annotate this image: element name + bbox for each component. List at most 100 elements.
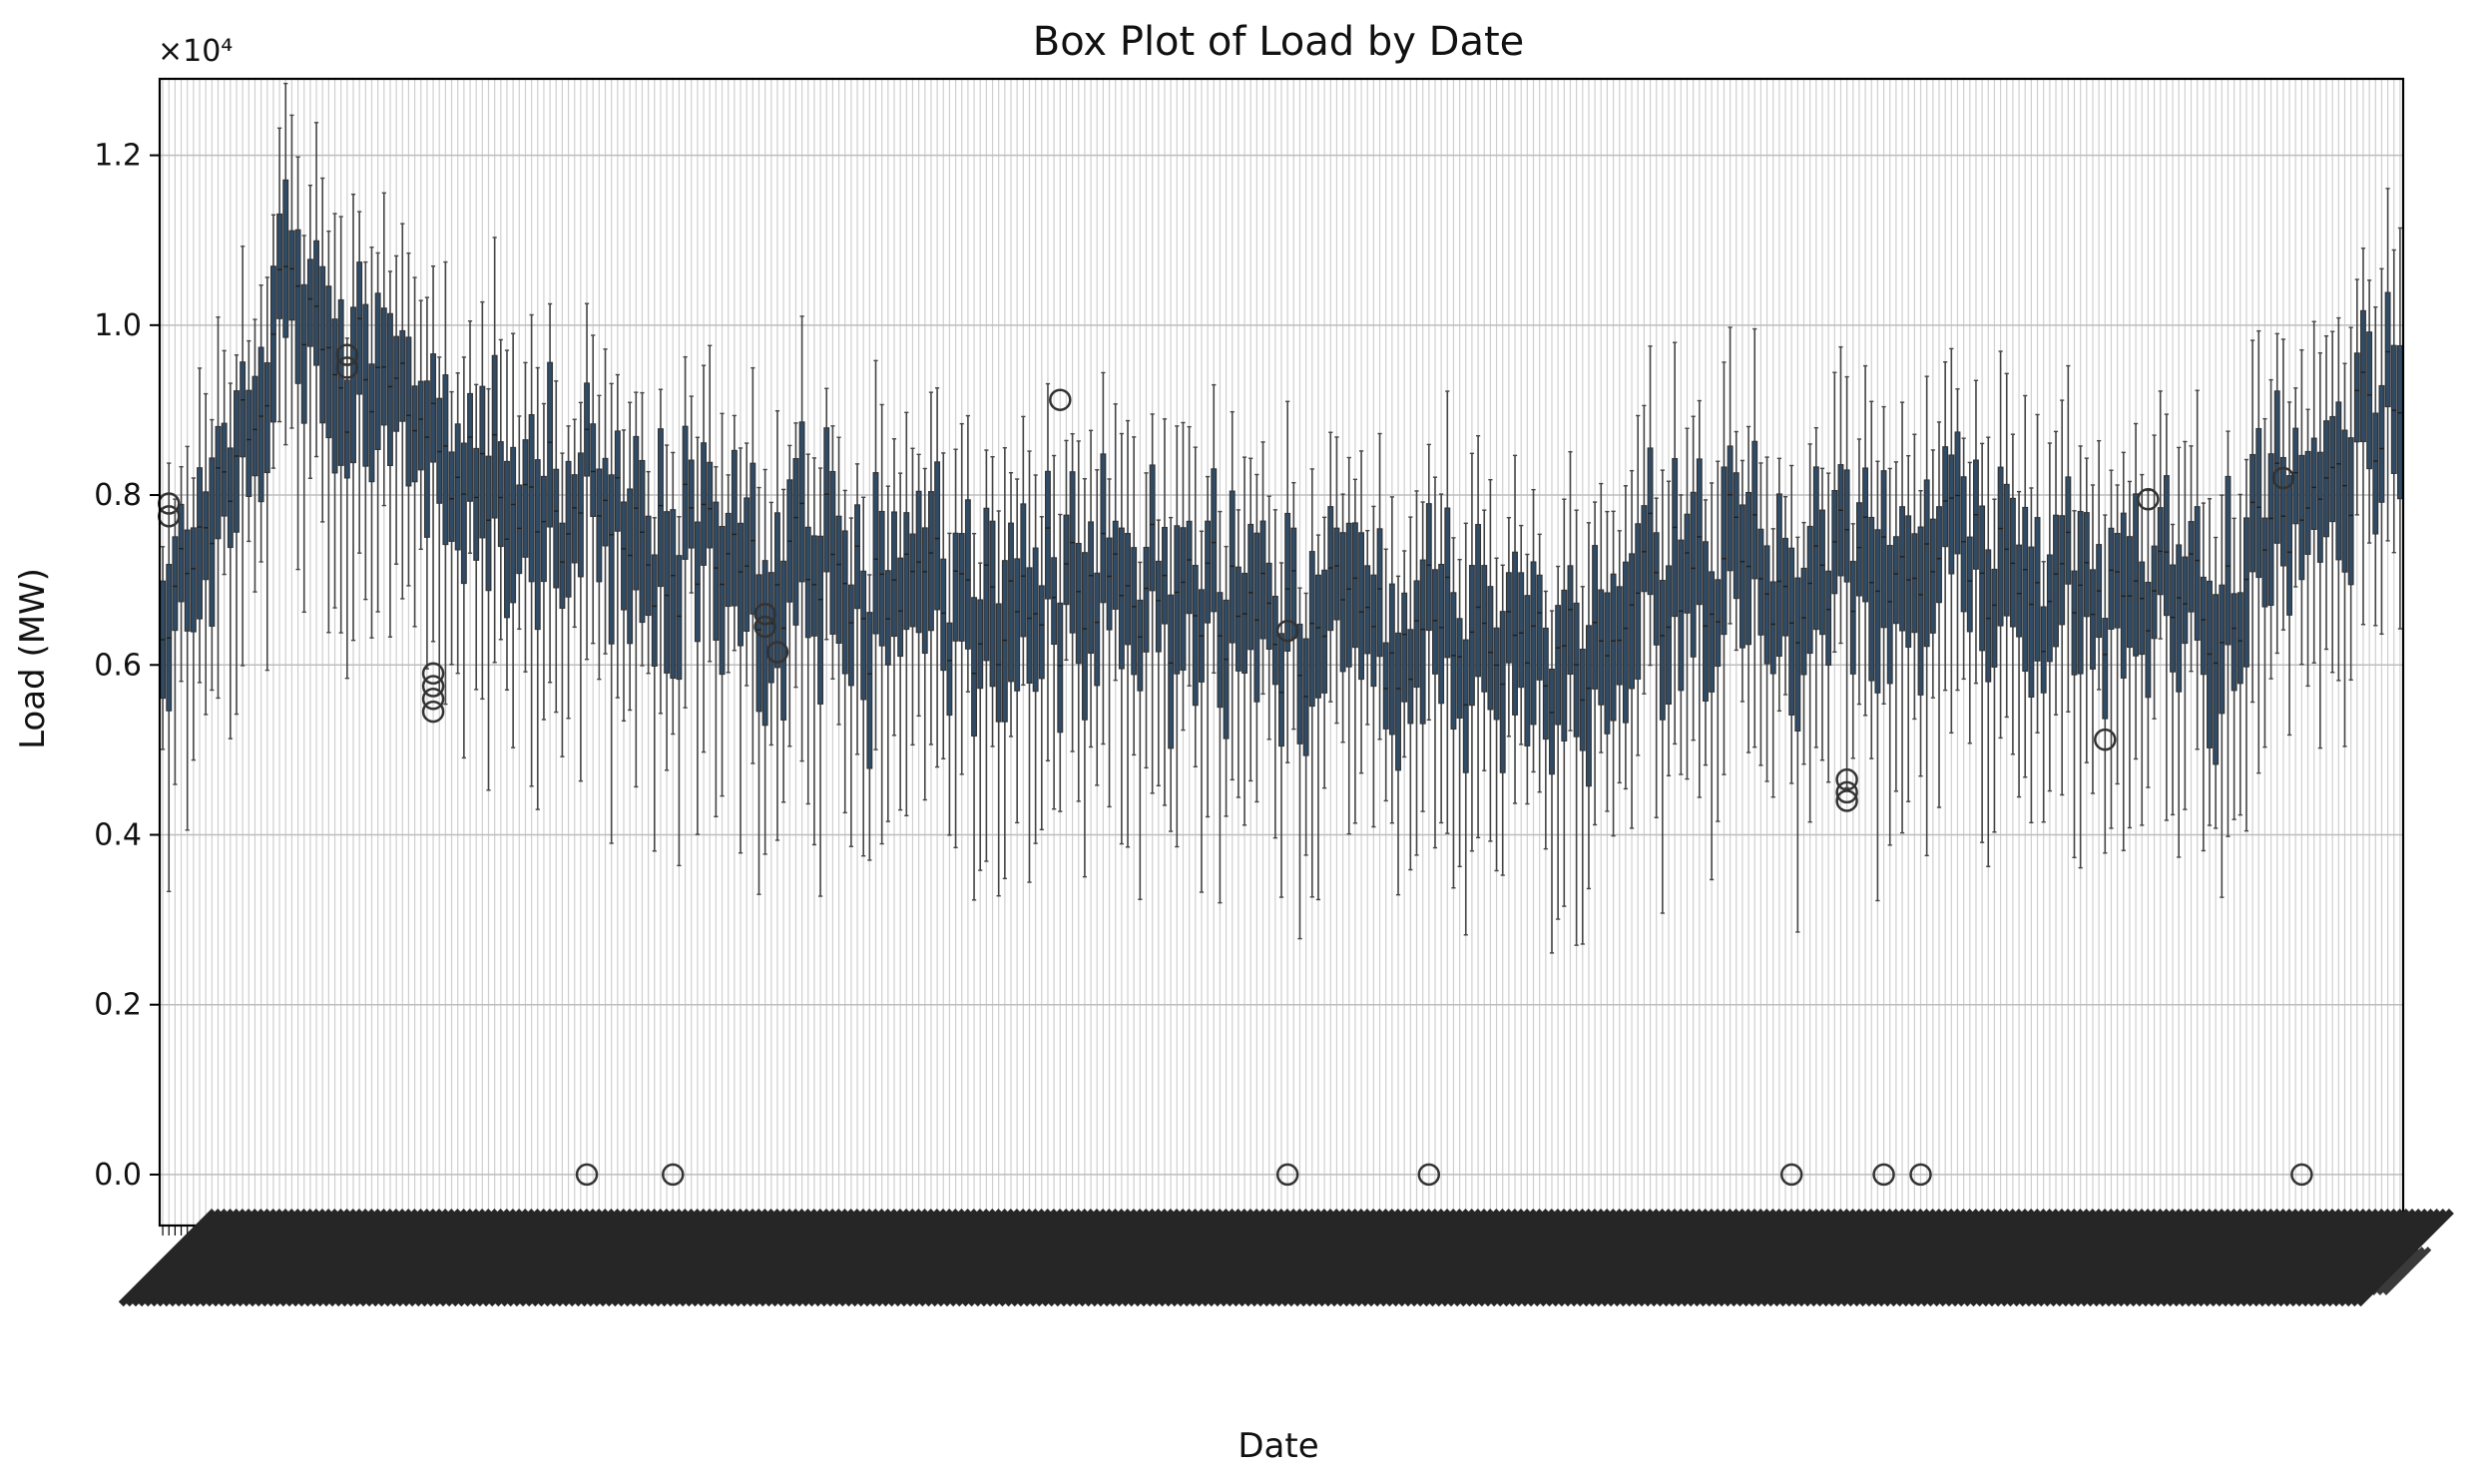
date-tick-label	[966, 1208, 1065, 1307]
box-iqr	[1364, 565, 1371, 655]
box-group	[1788, 464, 1795, 784]
box-group	[633, 391, 640, 788]
date-tick-label	[917, 1208, 1016, 1307]
outlier-point	[1872, 1163, 1895, 1187]
box-iqr	[1475, 524, 1482, 678]
box-iqr	[2114, 532, 2121, 629]
box-iqr	[1573, 602, 1580, 738]
date-tick-label	[1556, 1208, 1656, 1307]
box-iqr	[2219, 584, 2226, 715]
box-iqr	[1678, 539, 1685, 692]
box-iqr	[547, 361, 554, 528]
box-group	[1499, 564, 1506, 876]
date-tick-label	[1507, 1208, 1606, 1307]
box-iqr	[399, 329, 406, 422]
box-group	[1542, 590, 1549, 850]
date-tick-label	[843, 1208, 942, 1307]
date-tick-label	[382, 1208, 481, 1307]
box-group	[491, 237, 498, 664]
box-iqr	[1825, 570, 1832, 667]
date-tick-label	[690, 1208, 788, 1307]
box-group	[190, 477, 197, 761]
outlier-point	[1275, 1163, 1299, 1187]
box-iqr	[559, 522, 566, 609]
box-iqr	[430, 353, 437, 463]
box-iqr	[590, 423, 597, 518]
box-iqr	[2255, 427, 2262, 579]
box-iqr	[2059, 515, 2066, 626]
date-tick-label	[2214, 1208, 2313, 1307]
date-tick-label	[1538, 1208, 1637, 1307]
box-iqr	[473, 447, 480, 561]
box-group	[300, 235, 307, 614]
date-tick-label	[2171, 1208, 2270, 1307]
box-group	[436, 356, 443, 695]
date-tick-label	[1194, 1208, 1292, 1307]
box-iqr	[577, 452, 584, 578]
box-group	[337, 216, 344, 634]
date-tick-label	[1839, 1208, 1938, 1307]
box-iqr	[1137, 599, 1144, 692]
box-group	[1468, 452, 1475, 852]
date-tick-label	[1040, 1208, 1139, 1307]
box-group	[1271, 509, 1278, 839]
box-iqr	[1106, 537, 1113, 631]
box-iqr	[688, 459, 695, 549]
box-group	[1592, 501, 1599, 826]
box-group	[2261, 417, 2268, 748]
box-group	[1001, 447, 1008, 880]
box-group	[2194, 389, 2201, 750]
box-group	[1524, 553, 1531, 805]
box-group	[1518, 524, 1525, 745]
date-tick-label	[1974, 1208, 2074, 1307]
box-group	[2009, 433, 2016, 755]
box-iqr	[657, 428, 664, 588]
box-group	[2225, 430, 2232, 837]
date-tick-label	[579, 1208, 678, 1307]
box-iqr	[2267, 453, 2274, 607]
box-iqr	[1493, 627, 1500, 721]
box-iqr	[817, 535, 824, 705]
box-group	[878, 403, 885, 845]
date-tick-label	[2244, 1208, 2344, 1307]
date-tick-label	[1378, 1208, 1477, 1307]
date-tick-label	[1446, 1208, 1545, 1307]
date-tick-label	[505, 1208, 605, 1307]
date-tick-label	[942, 1208, 1041, 1307]
date-tick-label	[1931, 1208, 2030, 1307]
box-group	[547, 302, 554, 684]
box-group	[2170, 523, 2176, 816]
date-tick-label	[2005, 1208, 2104, 1307]
box-iqr	[2249, 453, 2256, 573]
date-tick-label	[1882, 1208, 1981, 1307]
box-group	[1032, 474, 1039, 844]
box-iqr	[411, 385, 418, 483]
box-group	[627, 401, 634, 712]
box-group	[2071, 510, 2078, 858]
y-tick-label: 0.2	[94, 988, 142, 1023]
date-tick-label	[296, 1208, 395, 1307]
box-group	[1629, 469, 1636, 829]
box-group	[2390, 248, 2397, 554]
date-tick-label	[1746, 1208, 1846, 1307]
date-tick-label	[118, 1208, 218, 1307]
box-iqr	[731, 449, 738, 607]
box-group	[240, 246, 247, 667]
box-iqr	[670, 509, 677, 680]
date-tick-label	[468, 1208, 568, 1307]
date-tick-label	[1710, 1208, 1809, 1307]
box-iqr	[1425, 503, 1432, 632]
box-iqr	[540, 475, 547, 583]
box-iqr	[1242, 572, 1247, 674]
date-tick-label	[1680, 1208, 1778, 1307]
box-group	[664, 444, 671, 771]
box-group	[1979, 442, 1986, 843]
box-iqr	[1592, 545, 1599, 690]
box-group	[2255, 329, 2262, 774]
date-tick-label	[450, 1208, 549, 1307]
box-group	[1610, 510, 1617, 837]
date-tick-label	[1771, 1208, 1870, 1307]
date-tick-label	[542, 1208, 642, 1307]
date-tick-label	[1820, 1208, 1920, 1307]
box-iqr	[1911, 533, 1918, 634]
